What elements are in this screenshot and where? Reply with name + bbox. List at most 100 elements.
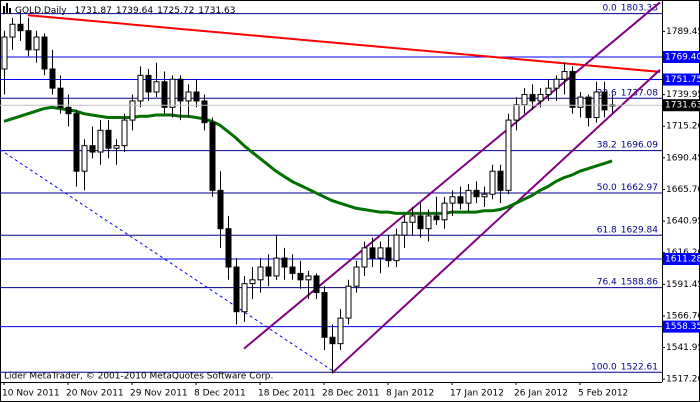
candle-body (313, 275, 320, 294)
candle-body (233, 266, 240, 313)
candle-body (473, 189, 480, 198)
overlay: GOLD,Daily 1731.87 1739.64 1725.72 1731.63 L… (3, 3, 273, 382)
candle-body (585, 96, 592, 119)
fibo-level: 61.8 (597, 225, 617, 235)
candle-body (1, 36, 8, 70)
candle-body (577, 96, 584, 108)
fibo-price: 1629.84 (621, 225, 658, 235)
candle-body (305, 275, 312, 281)
candle-body (505, 119, 512, 191)
header: GOLD,Daily 1731.87 1739.64 1725.72 1731.63 (15, 6, 236, 16)
candle-body (273, 257, 280, 277)
candle-body (49, 68, 56, 89)
x-tick-label: 8 Dec 2011 (194, 389, 246, 399)
candle-body (433, 215, 440, 221)
candle-body (537, 94, 544, 102)
candle-body (369, 247, 376, 259)
candle-body (121, 119, 128, 147)
y-tick-label: 1591.45 (666, 280, 700, 290)
candle-body (513, 104, 520, 121)
candle-body (449, 196, 456, 204)
candle-body (161, 81, 168, 108)
candle-body (249, 279, 256, 285)
fibo-level: 76.4 (597, 277, 617, 287)
y-tick-label: 1517.20 (666, 375, 700, 385)
candle-body (57, 87, 64, 108)
x-tick-label: 20 Nov 2011 (66, 389, 124, 399)
candle-body (41, 36, 48, 70)
candle-body (417, 215, 424, 230)
trendline (331, 69, 661, 374)
fibo-level: 50.0 (597, 182, 617, 192)
footer: Lider MetaTrader, © 2001-2010 MetaQuotes… (4, 372, 273, 382)
fibo-level: 0.0 (602, 3, 617, 13)
candle-body (153, 81, 160, 93)
candle-body (297, 272, 304, 281)
candle-body (377, 247, 384, 259)
candle-body (329, 336, 336, 345)
candle-body (185, 91, 192, 102)
candle-body (33, 36, 40, 51)
candle-body (497, 170, 504, 191)
level-label: 1611.28 (665, 254, 700, 264)
current-price-box (663, 99, 700, 112)
fibo-label: 50.0 1662.97 (597, 182, 658, 192)
candle-body (441, 202, 448, 221)
level-box (663, 50, 700, 63)
candle-body (73, 113, 80, 172)
candle-body (209, 122, 216, 191)
candle-body (561, 71, 568, 80)
y-tick-label: 1789.45 (666, 27, 700, 37)
candle-body (217, 189, 224, 230)
fibo-level: 100.0 (591, 362, 617, 372)
fibo-label: 61.8 1629.84 (597, 225, 659, 235)
fibo-price: 1737.08 (621, 88, 658, 98)
close: 1731.63 (198, 6, 235, 16)
fibo-level: 38.2 (597, 140, 617, 150)
candle-body (105, 129, 112, 149)
candle-body (481, 193, 488, 198)
candle-body (129, 100, 136, 121)
y-tick-label: 1566.70 (666, 311, 700, 321)
level-box (663, 73, 700, 86)
fibo-price: 1522.61 (621, 362, 658, 372)
current-price-label: 1731.63 (665, 101, 700, 111)
level-box (663, 320, 700, 333)
candle-body (529, 94, 536, 102)
candle-body (65, 106, 72, 115)
x-tick-label: 10 Nov 2011 (2, 389, 60, 399)
fibo-label: 0.0 1803.33 (602, 3, 658, 13)
x-tick-label: 18 Dec 2011 (258, 389, 316, 399)
candle-body (457, 196, 464, 204)
level-label: 1769.40 (665, 52, 700, 62)
y-tick-label: 1665.70 (666, 185, 700, 195)
candle-body (97, 129, 104, 153)
candle-body (385, 247, 392, 262)
x-tick-label: 28 Dec 2011 (322, 389, 380, 399)
candle-body (361, 247, 368, 268)
candle-body (425, 215, 432, 230)
candle-body (569, 71, 576, 108)
candle-body (193, 91, 200, 102)
candle-body (241, 283, 248, 313)
candle-body (113, 145, 120, 149)
fibo-price: 1662.97 (621, 182, 658, 192)
candle-body (177, 78, 184, 102)
candle-body (553, 78, 560, 89)
y-tick-label: 1739.95 (666, 90, 700, 100)
y-tick-label: 1690.45 (666, 153, 700, 163)
candle-body (25, 30, 32, 51)
candle-body (89, 145, 96, 153)
candle-body (289, 266, 296, 274)
candle-body (345, 285, 352, 319)
candle-body (545, 87, 552, 96)
low: 1725.72 (157, 6, 194, 16)
x-tick-label: 29 Nov 2011 (130, 389, 188, 399)
candle-body (17, 23, 24, 32)
trendline (243, 1, 661, 350)
trendline (0, 149, 333, 371)
level-label: 1558.35 (665, 322, 700, 332)
x-tick-label: 5 Feb 2012 (578, 389, 628, 399)
